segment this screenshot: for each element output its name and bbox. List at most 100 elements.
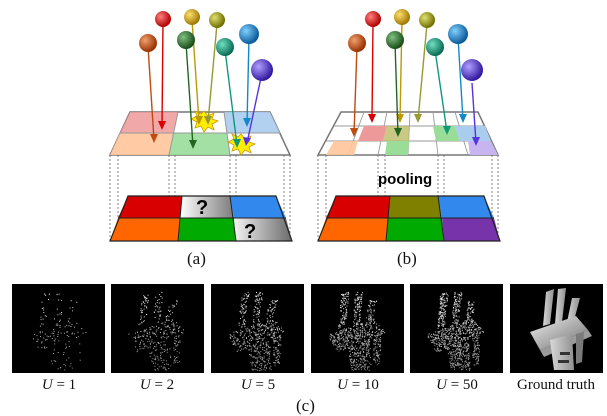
render-point	[375, 338, 377, 340]
render-point	[357, 297, 359, 299]
render-point	[357, 306, 359, 308]
render-point	[154, 341, 156, 343]
render-point	[478, 327, 479, 329]
render-point	[376, 330, 378, 332]
render-point	[149, 352, 151, 354]
render-point	[479, 332, 481, 334]
render-point	[266, 348, 268, 350]
render-point	[142, 321, 144, 322]
render-point	[364, 358, 366, 360]
render-point	[356, 364, 357, 366]
render-point	[450, 365, 452, 367]
render-point	[164, 367, 166, 369]
render-point	[158, 342, 160, 344]
render-point	[170, 313, 171, 315]
render-point	[278, 327, 280, 329]
render-point	[140, 331, 142, 332]
render-point	[366, 322, 367, 324]
render-point	[272, 302, 274, 304]
render-point	[357, 338, 359, 340]
render-point	[258, 337, 260, 339]
render-point	[55, 360, 57, 362]
render-point	[450, 345, 452, 347]
render-point	[182, 332, 184, 334]
render-point	[343, 341, 345, 343]
render-point	[459, 330, 461, 332]
render-point	[329, 335, 331, 337]
render-point	[438, 325, 439, 327]
render-point	[364, 335, 366, 337]
render-point	[364, 360, 366, 362]
render-point	[467, 302, 469, 304]
render-point	[341, 322, 343, 323]
render-point	[460, 295, 462, 297]
render-point	[254, 295, 256, 297]
render-point	[441, 319, 443, 321]
render-point	[444, 293, 446, 295]
render-point	[453, 307, 454, 308]
render-point	[443, 298, 445, 300]
render-point	[279, 336, 281, 338]
render-point	[367, 361, 369, 363]
render-point	[259, 292, 261, 294]
render-point	[461, 368, 463, 370]
render-point	[275, 337, 277, 339]
render-point	[474, 336, 476, 338]
render-point	[477, 342, 479, 344]
render-point	[351, 349, 353, 351]
render-point	[467, 318, 469, 320]
render-point	[476, 361, 478, 363]
render-point	[437, 348, 439, 350]
render-point	[465, 354, 467, 356]
render-point	[458, 352, 460, 354]
render-point	[345, 347, 346, 349]
render-point	[441, 342, 443, 344]
render-point	[261, 339, 263, 341]
render-point	[345, 337, 347, 339]
render-point	[463, 323, 465, 325]
render-point	[349, 347, 351, 349]
render-point	[450, 335, 452, 336]
render-point	[42, 331, 43, 333]
render-point	[467, 316, 469, 318]
render-point	[477, 332, 478, 334]
render-point	[456, 364, 458, 366]
render-point	[471, 307, 473, 308]
render-point	[357, 365, 359, 367]
render-point	[247, 327, 249, 329]
render-point	[380, 339, 382, 341]
render-point	[152, 342, 154, 344]
render-point	[139, 342, 141, 344]
render-point	[53, 360, 55, 362]
render-point	[454, 363, 456, 365]
render-point	[256, 333, 258, 335]
render-point	[246, 340, 248, 342]
render-point	[462, 365, 464, 366]
render-point	[456, 345, 458, 346]
render-point	[68, 336, 70, 338]
particle-icon	[348, 34, 366, 52]
render-point	[253, 319, 255, 321]
render-point	[442, 335, 444, 337]
render-point	[160, 351, 162, 353]
render-point	[336, 345, 338, 347]
render-point	[59, 320, 60, 322]
render-point	[258, 303, 260, 305]
render-point	[472, 325, 474, 327]
render-point	[272, 320, 274, 322]
render-point	[371, 325, 373, 327]
render-point	[136, 351, 138, 353]
render-point	[454, 337, 455, 339]
render-point	[253, 369, 255, 371]
render-point	[356, 336, 358, 338]
render-point	[351, 359, 353, 361]
render-point	[254, 364, 256, 366]
render-point	[277, 331, 279, 333]
render-point	[151, 326, 153, 327]
render-point	[459, 364, 461, 366]
render-point	[474, 341, 476, 343]
render-point	[473, 301, 475, 303]
render-point	[332, 340, 334, 342]
render-point	[163, 348, 165, 350]
render-point	[457, 362, 459, 364]
